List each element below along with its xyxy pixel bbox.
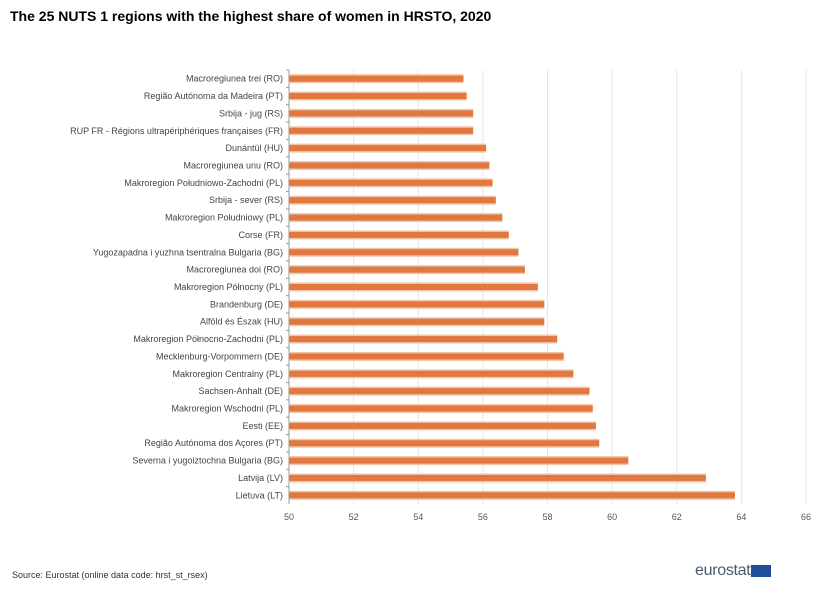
category-label: Eesti (EE) xyxy=(242,421,283,431)
x-tick-label: 60 xyxy=(607,512,617,522)
bar xyxy=(289,318,545,325)
category-label: Macroregiunea unu (RO) xyxy=(183,160,283,170)
eu-flag-icon xyxy=(751,565,772,577)
bar xyxy=(289,110,474,117)
bar xyxy=(289,266,525,273)
category-label: Região Autónoma dos Açores (PT) xyxy=(144,438,283,448)
bar xyxy=(289,301,545,308)
x-tick-label: 52 xyxy=(349,512,359,522)
category-label: Macroregiunea doi (RO) xyxy=(186,265,283,275)
x-tick-label: 50 xyxy=(284,512,294,522)
bar xyxy=(289,75,464,82)
x-tick-label: 66 xyxy=(801,512,811,522)
bar xyxy=(289,492,735,499)
bar xyxy=(289,457,629,464)
category-label: Brandenburg (DE) xyxy=(210,299,283,309)
category-label: Lietuva (LT) xyxy=(236,490,283,500)
bar xyxy=(289,179,493,186)
category-label: Alföld és Észak (HU) xyxy=(200,317,283,327)
bar xyxy=(289,336,558,343)
bar xyxy=(289,145,487,152)
category-label: Sachsen-Anhalt (DE) xyxy=(198,386,283,396)
category-label: Makroregion Północno-Zachodni (PL) xyxy=(133,334,283,344)
bar xyxy=(289,422,596,429)
bar xyxy=(289,388,590,395)
eurostat-logo: eurostat xyxy=(695,562,772,580)
category-label: Macroregiunea trei (RO) xyxy=(186,74,283,84)
bar xyxy=(289,127,474,134)
category-label: Corse (FR) xyxy=(239,230,284,240)
category-label: Srbija - jug (RS) xyxy=(219,108,283,118)
x-tick-label: 64 xyxy=(736,512,746,522)
bar xyxy=(289,214,503,221)
category-label: Região Autónoma da Madeira (PT) xyxy=(144,91,283,101)
x-tick-label: 58 xyxy=(542,512,552,522)
category-label: Srbija - sever (RS) xyxy=(209,195,283,205)
category-label: Dunántúl (HU) xyxy=(225,143,283,153)
category-label: Makroregion Centralny (PL) xyxy=(172,369,283,379)
bar xyxy=(289,353,564,360)
bar xyxy=(289,405,593,412)
category-label: Severna i yugoiztochna Bulgaria (BG) xyxy=(132,456,283,466)
category-label: Yugozapadna i yuzhna tsentralna Bulgaria… xyxy=(93,247,283,257)
bar xyxy=(289,474,706,481)
category-label: Makroregion Północny (PL) xyxy=(174,282,283,292)
x-tick-label: 62 xyxy=(672,512,682,522)
bar xyxy=(289,249,519,256)
chart-title: The 25 NUTS 1 regions with the highest s… xyxy=(10,8,492,24)
x-tick-label: 54 xyxy=(413,512,423,522)
category-label: Makroregion Wschodni (PL) xyxy=(171,404,283,414)
bar xyxy=(289,284,538,290)
bar xyxy=(289,93,467,100)
x-tick-label: 56 xyxy=(478,512,488,522)
bar xyxy=(289,197,496,204)
bar xyxy=(289,231,509,238)
bar xyxy=(289,440,600,447)
bar xyxy=(289,162,490,169)
category-label: Makroregion Południowy (PL) xyxy=(165,213,283,223)
source-note: Source: Eurostat (online data code: hrst… xyxy=(12,570,208,580)
bar xyxy=(289,370,574,377)
category-label: Makroregion Południowo-Zachodni (PL) xyxy=(124,178,283,188)
logo-text: eurostat xyxy=(695,562,751,579)
category-label: Latvija (LV) xyxy=(238,473,283,483)
category-label: Mecklenburg-Vorpommern (DE) xyxy=(156,351,283,361)
category-label: RUP FR - Régions ultrapériphériques fran… xyxy=(70,126,283,136)
